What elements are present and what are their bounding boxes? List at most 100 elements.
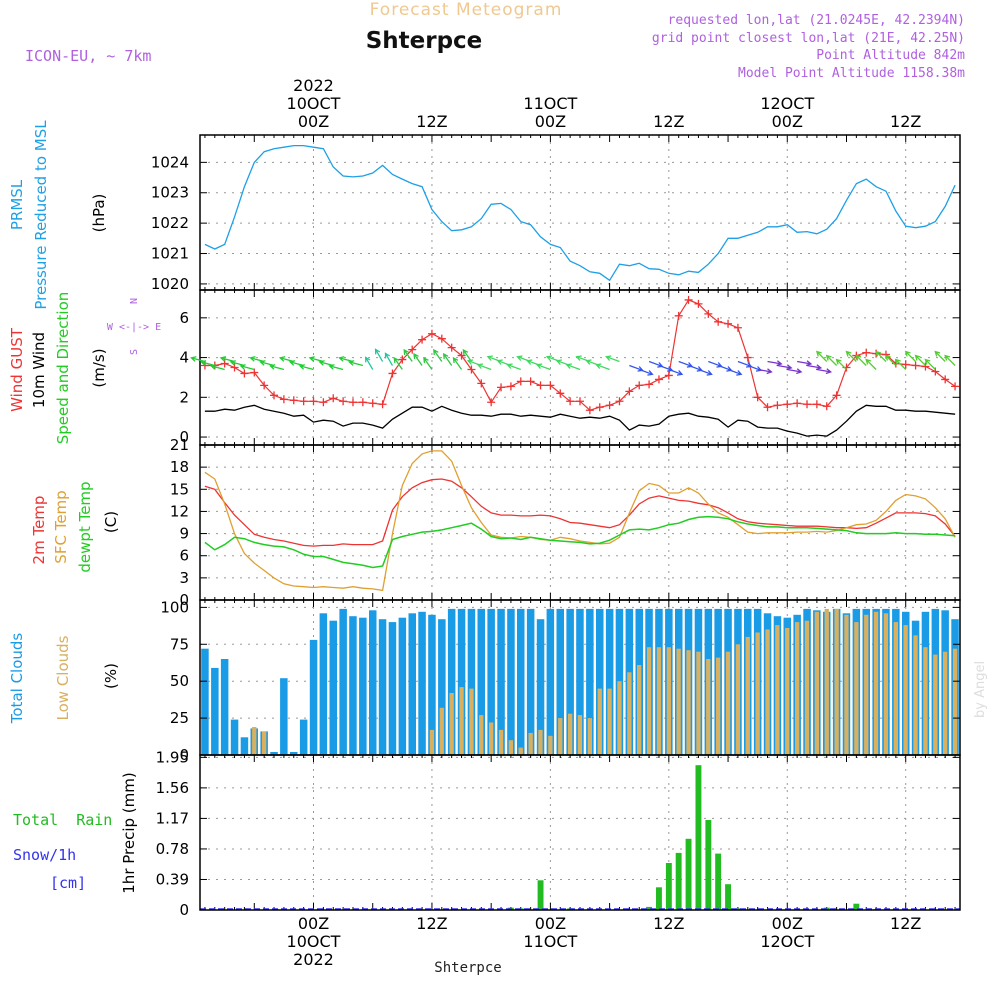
snow-label: Snow/1h — [13, 846, 76, 864]
wind-direction-arrow — [298, 364, 314, 371]
wind-gust-marker — [951, 382, 960, 391]
total-clouds-label: Total Clouds — [8, 633, 26, 725]
wind-10m-label: 10m Wind — [30, 332, 48, 408]
time-label: 00Z — [772, 914, 803, 933]
y-tick-label: 0.78 — [156, 840, 189, 858]
total-clouds-bar — [428, 614, 436, 755]
wind-gust-marker — [398, 355, 407, 364]
low-clouds-bar — [597, 688, 602, 755]
wind-gust-marker — [467, 365, 476, 374]
wind-direction-arrow — [845, 350, 857, 362]
wind-gust-marker — [803, 400, 812, 409]
low-clouds-bar — [518, 747, 523, 755]
wind-gust-marker — [566, 397, 575, 406]
time-label: 12Z — [653, 914, 684, 933]
low-clouds-bar — [666, 647, 671, 755]
low-clouds-bar — [834, 608, 839, 755]
wind-direction-arrow — [668, 368, 684, 376]
low-clouds-bar — [716, 657, 721, 755]
wind-direction-arrow — [924, 358, 936, 370]
wind-gust-marker — [427, 329, 436, 338]
wind-direction-arrow — [816, 368, 833, 375]
wind-direction-arrow — [875, 350, 887, 362]
low-clouds-bar — [923, 647, 928, 755]
wind-gust-marker — [625, 387, 634, 396]
wind-direction-arrow — [393, 356, 403, 370]
y-tick-label: 25 — [170, 709, 189, 727]
wind-gust-marker — [585, 406, 594, 415]
wind-direction-arrow — [384, 352, 394, 366]
wind-gust-marker — [536, 381, 545, 390]
low-clouds-bar — [508, 740, 513, 755]
clouds-y-axis: 0 25 50 75 100 — [160, 598, 960, 764]
total-clouds-bar — [586, 608, 594, 755]
time-label: 11OCT — [523, 932, 577, 951]
total-clouds-bar — [438, 619, 446, 755]
wind-direction-arrow — [565, 363, 581, 371]
total-clouds-bar — [536, 619, 545, 755]
rain-bar — [725, 884, 731, 910]
wind-direction-arrow — [338, 356, 354, 363]
wind-gust-marker — [477, 379, 486, 388]
temp-2m-label: 2m Temp — [30, 496, 48, 565]
wind-direction-arrow — [894, 358, 907, 370]
wind-gust-marker — [348, 398, 357, 407]
wind-direction-arrow — [698, 368, 713, 376]
y-tick-label: 75 — [170, 635, 189, 653]
wind-gust-marker — [487, 398, 496, 407]
low-clouds-bar — [795, 622, 800, 755]
y-tick-label: 1023 — [151, 184, 189, 202]
total-clouds-bar — [467, 608, 476, 755]
wind-direction-arrow — [944, 354, 956, 366]
low-clouds-bar — [479, 715, 484, 755]
supertitle: Forecast Meteogram — [370, 0, 563, 20]
wind-direction-arrow — [767, 360, 783, 367]
y-tick-label: 3 — [179, 569, 189, 587]
y-tick-label: 0 — [179, 746, 189, 764]
total-clouds-bar — [526, 608, 535, 755]
credit-label: by Angel — [973, 661, 988, 718]
wind-gust-marker — [319, 398, 328, 407]
total-clouds-bar — [477, 608, 485, 755]
compass-west-east: W <-|-> E — [107, 322, 161, 333]
low-clouds-bar — [952, 648, 958, 755]
total-clouds-bar — [201, 648, 209, 755]
total-clouds-bar — [517, 608, 525, 755]
low-clouds-bar — [755, 632, 760, 755]
time-label: 00Z — [535, 914, 566, 933]
wind-gust-marker — [576, 397, 584, 406]
wind-direction-arrow — [914, 354, 926, 366]
y-tick-label: 1024 — [151, 153, 189, 171]
y-tick-label: 1022 — [151, 214, 189, 232]
total-clouds-bar — [566, 608, 574, 755]
wind-gust-marker — [289, 396, 298, 405]
total-clouds-bar — [378, 619, 387, 755]
low-clouds-bar — [804, 620, 810, 755]
total-clouds-bar — [457, 608, 466, 755]
wind-direction-arrow — [506, 363, 522, 371]
wind-direction-arrow — [605, 355, 620, 363]
low-clouds-bar — [469, 688, 474, 755]
low-clouds-bar — [864, 614, 869, 755]
wind-direction-arrow — [462, 348, 472, 362]
y-tick-label: 6 — [179, 309, 189, 327]
location-title: Shterpce — [366, 28, 483, 54]
total-clouds-bar — [220, 659, 229, 755]
rain-bar — [853, 903, 860, 910]
wind-gust-marker — [447, 343, 456, 352]
wind-gust-line — [204, 299, 956, 411]
low-clouds-bar — [252, 727, 257, 755]
wind-y-axis: 0 2 4 6 — [179, 309, 960, 446]
rain-bar — [705, 820, 712, 910]
wind-gust-marker — [724, 319, 733, 328]
low-clouds-bar — [844, 614, 849, 755]
low-clouds-bar — [449, 693, 454, 755]
wind-gust-marker — [822, 402, 831, 411]
precipitation-frame — [199, 754, 961, 911]
low-clouds-bar — [943, 651, 948, 755]
total-rain-label: Total Rain — [13, 811, 112, 829]
wind-direction-arrow — [433, 348, 443, 362]
wind-direction-arrow — [269, 364, 285, 371]
